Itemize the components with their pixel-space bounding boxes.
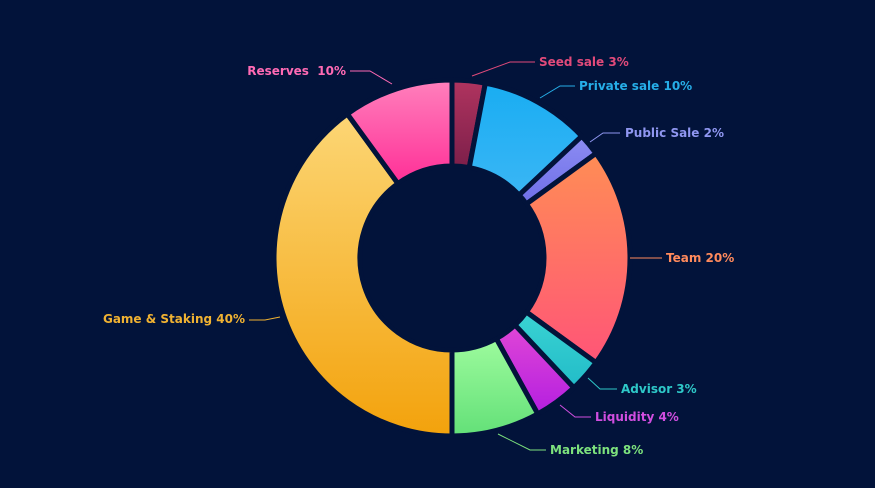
leader-line-private-sale: [539, 85, 575, 99]
slice-label-private-sale: Private sale 10%: [579, 79, 692, 93]
slice-label-game-staking: Game & Staking 40%: [103, 312, 245, 326]
slice-game-staking[interactable]: [271, 111, 455, 439]
leader-line-liquidity: [559, 404, 591, 418]
slice-label-reserves: Reserves 10%: [247, 64, 346, 78]
leader-lines-layer: [249, 61, 662, 451]
leader-line-game-staking: [249, 316, 281, 321]
leader-line-advisor: [587, 377, 617, 390]
slice-reserves[interactable]: [344, 77, 455, 187]
labels-layer: Seed sale 3% Private sale 10% Public Sale …: [103, 55, 734, 457]
leader-line-reserves: [350, 70, 393, 85]
leader-line-marketing: [497, 433, 546, 451]
slice-label-team: Team 20%: [666, 251, 734, 265]
leader-line-public-sale: [589, 132, 620, 143]
slice-label-public-sale: Public Sale 2%: [625, 126, 724, 140]
leader-line-seed-sale: [471, 61, 535, 77]
slice-label-marketing: Marketing 8%: [550, 443, 643, 457]
slice-label-liquidity: Liquidity 4%: [595, 410, 679, 424]
slice-label-advisor: Advisor 3%: [621, 382, 697, 396]
slices-layer: [271, 77, 633, 439]
slice-team[interactable]: [523, 150, 633, 366]
donut-hole: [362, 168, 542, 348]
slice-label-seed-sale: Seed sale 3%: [539, 55, 629, 69]
